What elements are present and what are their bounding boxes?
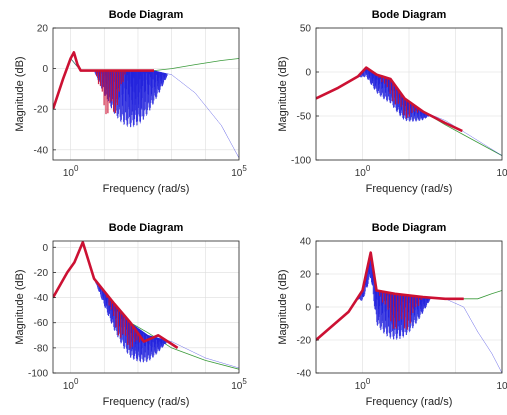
y-tick-label: -100: [291, 156, 311, 167]
y-tick-label: -20: [297, 336, 312, 347]
y-tick-label: -40: [34, 293, 49, 304]
x-tick-label: 100: [63, 164, 79, 179]
x-axis-label: Frequency (rad/s): [103, 396, 190, 408]
chart-title: Bode Diagram: [372, 222, 447, 234]
x-tick-label: 100: [63, 377, 79, 392]
y-axis-label: Magnitude (dB): [277, 269, 289, 344]
y-tick-label: -60: [34, 318, 49, 329]
x-tick-label: 100: [355, 164, 371, 179]
chart-title: Bode Diagram: [109, 222, 184, 234]
estimate-response-line: [316, 66, 463, 133]
curves: [53, 241, 239, 370]
y-tick-label: 0: [42, 64, 48, 75]
y-tick-label: -20: [34, 268, 49, 279]
curves: [316, 66, 502, 156]
x-tick-label: 10: [496, 381, 507, 392]
x-tick-base: 10: [496, 381, 507, 392]
y-axis-label: Magnitude (dB): [14, 56, 26, 131]
axes-frame: [52, 27, 240, 161]
curves: [53, 50, 239, 159]
axes-frame: [52, 240, 240, 374]
y-tick-label: -50: [297, 112, 312, 123]
axes-frame: [315, 27, 503, 161]
x-tick-exponent: 5: [242, 164, 247, 173]
x-axis-label: Frequency (rad/s): [103, 183, 190, 195]
y-tick-label: 50: [300, 24, 312, 35]
x-tick-label: 105: [231, 164, 247, 179]
y-axis-label: Magnitude (dB): [14, 269, 26, 344]
y-tick-label: -20: [34, 105, 49, 116]
x-tick-exponent: 0: [74, 377, 79, 386]
x-tick-exponent: 0: [74, 164, 79, 173]
x-tick-base: 10: [231, 168, 243, 179]
x-tick-base: 10: [63, 381, 75, 392]
estimate-response-line: [53, 241, 179, 349]
chart-title: Bode Diagram: [372, 9, 447, 21]
y-tick-label: -40: [34, 145, 49, 156]
y-tick-label: -100: [28, 369, 48, 380]
x-tick-base: 10: [355, 168, 367, 179]
y-tick-label: -80: [34, 343, 49, 354]
estimate-response-line: [53, 51, 154, 110]
y-axis-label: Magnitude (dB): [277, 56, 289, 131]
y-tick-label: 40: [300, 237, 312, 248]
x-tick-label: 100: [355, 377, 371, 392]
x-tick-exponent: 5: [242, 377, 247, 386]
x-tick-exponent: 0: [366, 164, 371, 173]
x-tick-base: 10: [231, 381, 243, 392]
x-tick-base: 10: [63, 168, 75, 179]
y-tick-label: 20: [37, 24, 49, 35]
y-tick-label: 20: [300, 270, 312, 281]
y-tick-label: 0: [305, 68, 311, 79]
x-tick-exponent: 0: [366, 377, 371, 386]
y-tick-label: -40: [297, 369, 312, 380]
x-axis-label: Frequency (rad/s): [366, 183, 453, 195]
x-tick-base: 10: [496, 168, 507, 179]
x-tick-label: 10: [496, 168, 507, 179]
x-axis-label: Frequency (rad/s): [366, 396, 453, 408]
curves: [316, 251, 502, 373]
y-tick-label: 0: [42, 243, 48, 254]
estimate-response-line: [316, 251, 464, 341]
y-tick-label: 0: [305, 303, 311, 314]
x-tick-base: 10: [355, 381, 367, 392]
x-tick-label: 105: [231, 377, 247, 392]
chart-title: Bode Diagram: [109, 9, 184, 21]
